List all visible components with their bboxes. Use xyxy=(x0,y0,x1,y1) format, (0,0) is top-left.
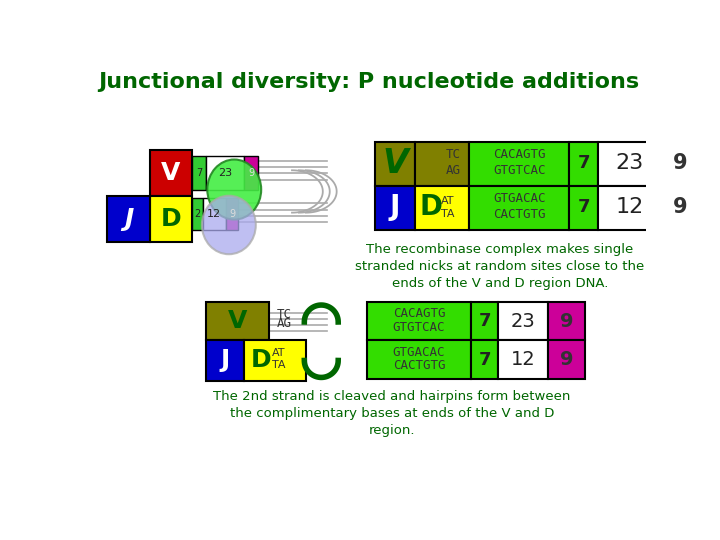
Text: 12: 12 xyxy=(207,209,221,219)
Text: V: V xyxy=(228,309,247,333)
Text: 2: 2 xyxy=(194,209,200,219)
Bar xyxy=(192,156,206,190)
Bar xyxy=(203,198,226,231)
Bar xyxy=(598,142,660,186)
Text: V: V xyxy=(161,160,181,185)
Bar xyxy=(206,156,244,190)
Bar xyxy=(472,340,498,379)
Text: D: D xyxy=(251,348,271,373)
Text: 7: 7 xyxy=(196,167,202,178)
Text: J: J xyxy=(220,348,230,373)
Text: AT: AT xyxy=(272,348,285,358)
Text: Junctional diversity: P nucleotide additions: Junctional diversity: P nucleotide addit… xyxy=(99,72,639,92)
Bar xyxy=(367,340,472,379)
Bar xyxy=(469,142,570,186)
Text: 23: 23 xyxy=(510,312,536,330)
Text: The recombinase complex makes single
stranded nicks at random sites close to the: The recombinase complex makes single str… xyxy=(355,244,644,291)
Text: TC: TC xyxy=(276,308,292,321)
Bar xyxy=(150,195,192,242)
Bar xyxy=(660,142,700,186)
Bar xyxy=(549,302,585,340)
Bar xyxy=(192,198,203,231)
Text: AT: AT xyxy=(441,196,455,206)
Text: TC: TC xyxy=(446,148,462,161)
Bar xyxy=(150,150,192,195)
Text: GTGTCAC: GTGTCAC xyxy=(393,321,445,334)
Bar xyxy=(375,142,415,186)
Bar xyxy=(244,340,306,381)
Bar xyxy=(660,186,700,230)
Text: 12: 12 xyxy=(615,197,644,217)
Bar xyxy=(415,186,469,230)
Text: V: V xyxy=(382,147,408,180)
Text: D: D xyxy=(419,193,442,221)
Text: CACAGTG: CACAGTG xyxy=(393,307,445,320)
Bar xyxy=(244,156,258,190)
Bar xyxy=(598,186,660,230)
Bar xyxy=(367,302,472,340)
Bar xyxy=(375,186,415,230)
Text: TA: TA xyxy=(441,209,455,219)
Text: TA: TA xyxy=(272,360,285,370)
Text: 23: 23 xyxy=(615,153,644,173)
Text: 9: 9 xyxy=(560,350,574,369)
Text: AG: AG xyxy=(276,317,292,330)
Ellipse shape xyxy=(202,195,256,254)
Bar xyxy=(498,302,549,340)
Text: 7: 7 xyxy=(577,154,590,172)
Text: GTGACAC: GTGACAC xyxy=(393,346,445,359)
Text: 9: 9 xyxy=(560,312,574,330)
Bar xyxy=(498,340,549,379)
Text: J: J xyxy=(124,207,133,231)
Text: CACTGTG: CACTGTG xyxy=(493,208,546,221)
Bar xyxy=(570,142,598,186)
Text: CACAGTG: CACAGTG xyxy=(493,148,546,161)
Text: J: J xyxy=(390,193,400,221)
Text: 7: 7 xyxy=(577,198,590,216)
Ellipse shape xyxy=(207,159,261,220)
Text: D: D xyxy=(161,207,181,231)
Text: 9: 9 xyxy=(229,209,235,219)
Bar xyxy=(472,302,498,340)
Text: GTGTCAC: GTGTCAC xyxy=(493,164,546,177)
Text: AG: AG xyxy=(446,164,462,177)
Bar xyxy=(206,340,244,381)
Text: The 2nd strand is cleaved and hairpins form between
the complimentary bases at e: The 2nd strand is cleaved and hairpins f… xyxy=(213,390,571,437)
Bar xyxy=(415,142,469,186)
Bar xyxy=(206,302,269,340)
Bar xyxy=(469,186,570,230)
Text: 9: 9 xyxy=(248,167,254,178)
Text: 9: 9 xyxy=(672,153,688,173)
Text: 7: 7 xyxy=(478,312,491,330)
Bar xyxy=(107,195,150,242)
Text: 12: 12 xyxy=(510,350,536,369)
Bar xyxy=(226,198,238,231)
Text: GTGACAC: GTGACAC xyxy=(493,192,546,205)
Bar xyxy=(549,340,585,379)
Text: 9: 9 xyxy=(672,197,688,217)
Text: 23: 23 xyxy=(218,167,232,178)
Bar xyxy=(570,186,598,230)
Text: 7: 7 xyxy=(478,350,491,369)
Text: CACTGTG: CACTGTG xyxy=(393,360,445,373)
